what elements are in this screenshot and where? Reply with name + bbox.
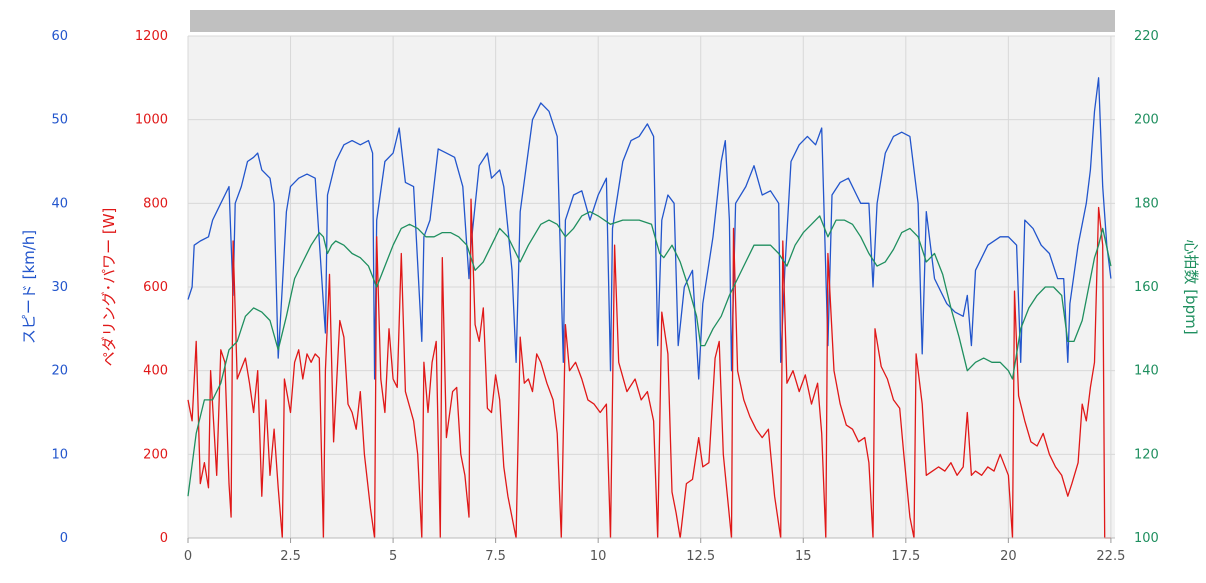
y-tick-label-speed: 50 [51,113,68,128]
y-tick-label-power: 1200 [135,29,168,44]
y-tick-label-hr: 160 [1134,280,1159,295]
y-tick-label-hr: 180 [1134,196,1159,211]
x-tick-label: 7.5 [485,549,506,564]
x-tick-label: 2.5 [280,549,301,564]
y-tick-label-power: 400 [143,364,168,379]
y-tick-label-hr: 140 [1134,364,1159,379]
y-tick-label-speed: 40 [51,196,68,211]
x-tick-label: 12.5 [686,549,715,564]
y-tick-label-speed: 20 [51,364,68,379]
y-tick-label-speed: 30 [51,280,68,295]
y-tick-label-speed: 60 [51,29,68,44]
y-tick-label-hr: 200 [1134,113,1159,128]
y-tick-label-hr: 100 [1134,531,1159,546]
y-tick-label-power: 200 [143,447,168,462]
x-tick-label: 0 [184,549,192,564]
y-tick-label-power: 800 [143,196,168,211]
series-lines [187,77,1112,539]
y-axis-title-speed: スピード [km/h] [20,230,38,344]
x-tick-label: 10 [590,549,607,564]
grid-lines [187,35,1115,539]
y-axis-title-hr: 心拍数 [bpm] [1182,239,1200,334]
y-tick-label-speed: 0 [60,531,68,546]
axes: 0 2.5 5 7.5 10 12.5 15 17.5 20 22.5 0 10 20 30 40 50 60 ス… [20,29,1200,564]
series-line-hr [187,211,1112,497]
x-tick-label: 17.5 [891,549,920,564]
y-tick-label-power: 0 [160,531,168,546]
x-tick-label: 5 [389,549,397,564]
x-tick-label: 20 [1000,549,1017,564]
y-tick-label-power: 600 [143,280,168,295]
x-tick-label: 15 [795,549,812,564]
y-tick-label-hr: 220 [1134,29,1159,44]
y-tick-label-power: 1000 [135,113,168,128]
y-tick-label-hr: 120 [1134,447,1159,462]
chart-header-bar [190,10,1115,32]
series-line-speed [187,77,1112,380]
series-line-power [187,198,1111,539]
x-tick-label: 22.5 [1096,549,1125,564]
y-tick-label-speed: 10 [51,447,68,462]
y-axis-title-power: ペダリング･パワー [W] [100,208,118,367]
